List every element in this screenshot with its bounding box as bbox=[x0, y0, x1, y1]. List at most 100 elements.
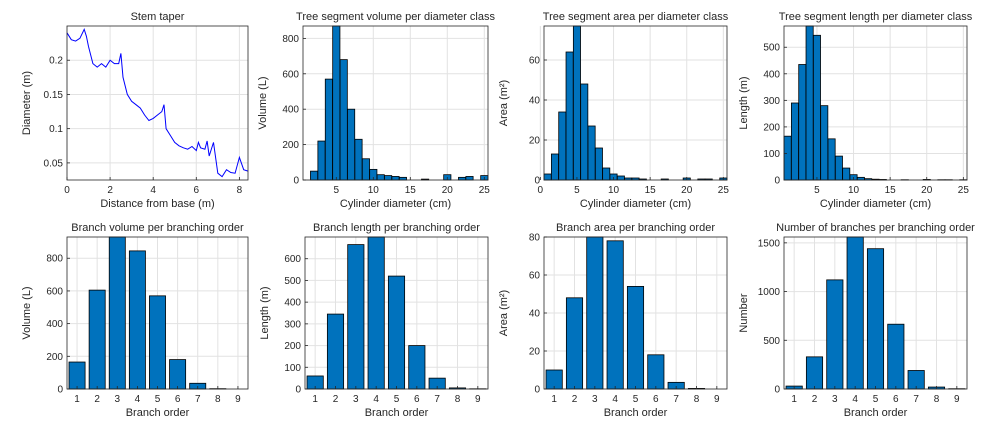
y-tick-label: 600 bbox=[46, 286, 63, 297]
bar bbox=[367, 236, 385, 390]
chart-title: Tree segment volume per diameter class bbox=[296, 11, 495, 23]
chart-title: Branch length per branching order bbox=[313, 222, 480, 234]
bar bbox=[602, 167, 611, 181]
bar bbox=[347, 244, 365, 390]
chart-panel-4: 5 10 15 20 25 0 100 200 300 400 500 Tree segment le… bbox=[738, 11, 973, 210]
y-tick-label: 400 bbox=[284, 298, 301, 309]
y-tick-label: 0 bbox=[774, 176, 780, 187]
bar bbox=[586, 236, 604, 390]
bar bbox=[565, 51, 574, 181]
bar bbox=[354, 138, 363, 181]
bar bbox=[149, 295, 166, 390]
bar bbox=[887, 323, 905, 390]
bar bbox=[594, 147, 603, 181]
y-tick-label: 800 bbox=[46, 254, 63, 265]
bar bbox=[826, 279, 844, 390]
x-tick-label: 9 bbox=[954, 394, 960, 405]
bar bbox=[68, 361, 86, 390]
bar bbox=[361, 158, 370, 181]
chart-panel-3: 0 5 10 15 20 25 0 20 40 60 Tree segment area per d… bbox=[498, 11, 729, 210]
axes-box bbox=[783, 25, 968, 181]
y-tick-label: 0 bbox=[295, 385, 301, 396]
x-tick-label: 20 bbox=[921, 185, 933, 196]
y-axis-label: Length (m) bbox=[738, 76, 750, 129]
x-tick-label: 1 bbox=[312, 394, 318, 405]
y-axis-label: Diameter (m) bbox=[21, 71, 33, 135]
bar bbox=[866, 248, 885, 390]
x-tick-label: 4 bbox=[135, 394, 141, 405]
x-tick-label: 5 bbox=[873, 394, 879, 405]
chart-panel-5: 1 2 3 4 5 6 7 8 9 0 200 400 600 800 Branch volume per … bbox=[21, 222, 249, 419]
bar bbox=[783, 135, 792, 181]
y-tick-label: 40 bbox=[529, 96, 541, 107]
y-tick-label: 0.15 bbox=[44, 90, 64, 101]
y-tick-label: 20 bbox=[529, 347, 541, 358]
bar bbox=[376, 174, 385, 181]
y-tick-label: 0 bbox=[534, 176, 540, 187]
y-tick-label: 1500 bbox=[758, 238, 781, 249]
bar bbox=[317, 140, 326, 181]
chart-title: Tree segment area per diameter class bbox=[543, 11, 729, 23]
x-tick-label: 8 bbox=[694, 394, 700, 405]
x-tick-label: 7 bbox=[913, 394, 919, 405]
chart-panel-2: 5 10 15 20 25 0 200 400 600 800 Tree segment volum… bbox=[257, 11, 495, 210]
axes-box bbox=[543, 25, 728, 181]
bar bbox=[572, 25, 581, 181]
x-tick-label: 5 bbox=[334, 185, 340, 196]
x-tick-label: 8 bbox=[455, 394, 461, 405]
bar bbox=[465, 176, 474, 181]
bar bbox=[391, 176, 400, 181]
bar bbox=[324, 78, 333, 181]
bar bbox=[543, 173, 552, 181]
x-tick-label: 5 bbox=[394, 394, 400, 405]
bar bbox=[387, 275, 406, 390]
y-tick-label: 300 bbox=[284, 319, 301, 330]
x-tick-label: 25 bbox=[718, 185, 730, 196]
bar bbox=[347, 108, 356, 181]
chart-panel-1: 0 2 4 6 8 0.05 0.1 0.15 0.2 Stem taper Distance fr… bbox=[21, 11, 249, 210]
bar bbox=[108, 236, 126, 390]
y-tick-label: 200 bbox=[763, 122, 780, 133]
x-tick-label: 2 bbox=[572, 394, 578, 405]
bar bbox=[616, 175, 625, 181]
y-tick-label: 60 bbox=[529, 56, 541, 67]
y-tick-label: 0.05 bbox=[44, 158, 64, 169]
y-tick-label: 1000 bbox=[758, 287, 781, 298]
y-tick-label: 0.1 bbox=[49, 124, 63, 135]
x-tick-label: 7 bbox=[434, 394, 440, 405]
x-tick-label: 20 bbox=[442, 185, 454, 196]
x-tick-label: 1 bbox=[74, 394, 80, 405]
chart-panel-8: 1 2 3 4 5 6 7 8 9 0 500 1000 1500 Number of branches … bbox=[738, 222, 975, 419]
y-tick-label: 800 bbox=[282, 34, 299, 45]
y-tick-label: 100 bbox=[284, 363, 301, 374]
y-tick-label: 60 bbox=[529, 271, 541, 282]
x-tick-label: 8 bbox=[934, 394, 940, 405]
y-tick-label: 600 bbox=[284, 254, 301, 265]
x-tick-label: 6 bbox=[414, 394, 420, 405]
x-axis-label: Branch order bbox=[604, 407, 668, 419]
bar bbox=[310, 170, 319, 181]
y-tick-label: 200 bbox=[284, 341, 301, 352]
x-tick-label: 6 bbox=[893, 394, 899, 405]
axes-box bbox=[302, 25, 489, 181]
chart-title: Branch volume per branching order bbox=[71, 222, 244, 234]
y-tick-label: 0 bbox=[293, 176, 299, 187]
y-tick-label: 200 bbox=[46, 352, 63, 363]
chart-title: Branch area per branching order bbox=[556, 222, 715, 234]
x-tick-label: 20 bbox=[681, 185, 693, 196]
bar bbox=[384, 175, 393, 181]
x-tick-label: 3 bbox=[592, 394, 598, 405]
x-tick-label: 10 bbox=[368, 185, 380, 196]
x-axis-label: Distance from base (m) bbox=[100, 198, 214, 210]
bar bbox=[339, 59, 348, 181]
x-tick-label: 5 bbox=[633, 394, 639, 405]
y-tick-label: 0 bbox=[57, 385, 63, 396]
x-axis-label: Cylinder diameter (cm) bbox=[580, 198, 691, 210]
bar bbox=[798, 64, 807, 181]
bar bbox=[326, 313, 345, 390]
x-tick-label: 7 bbox=[195, 394, 201, 405]
y-tick-label: 40 bbox=[529, 309, 541, 320]
x-tick-label: 10 bbox=[608, 185, 620, 196]
chart-title: Tree segment length per diameter class bbox=[779, 11, 973, 23]
